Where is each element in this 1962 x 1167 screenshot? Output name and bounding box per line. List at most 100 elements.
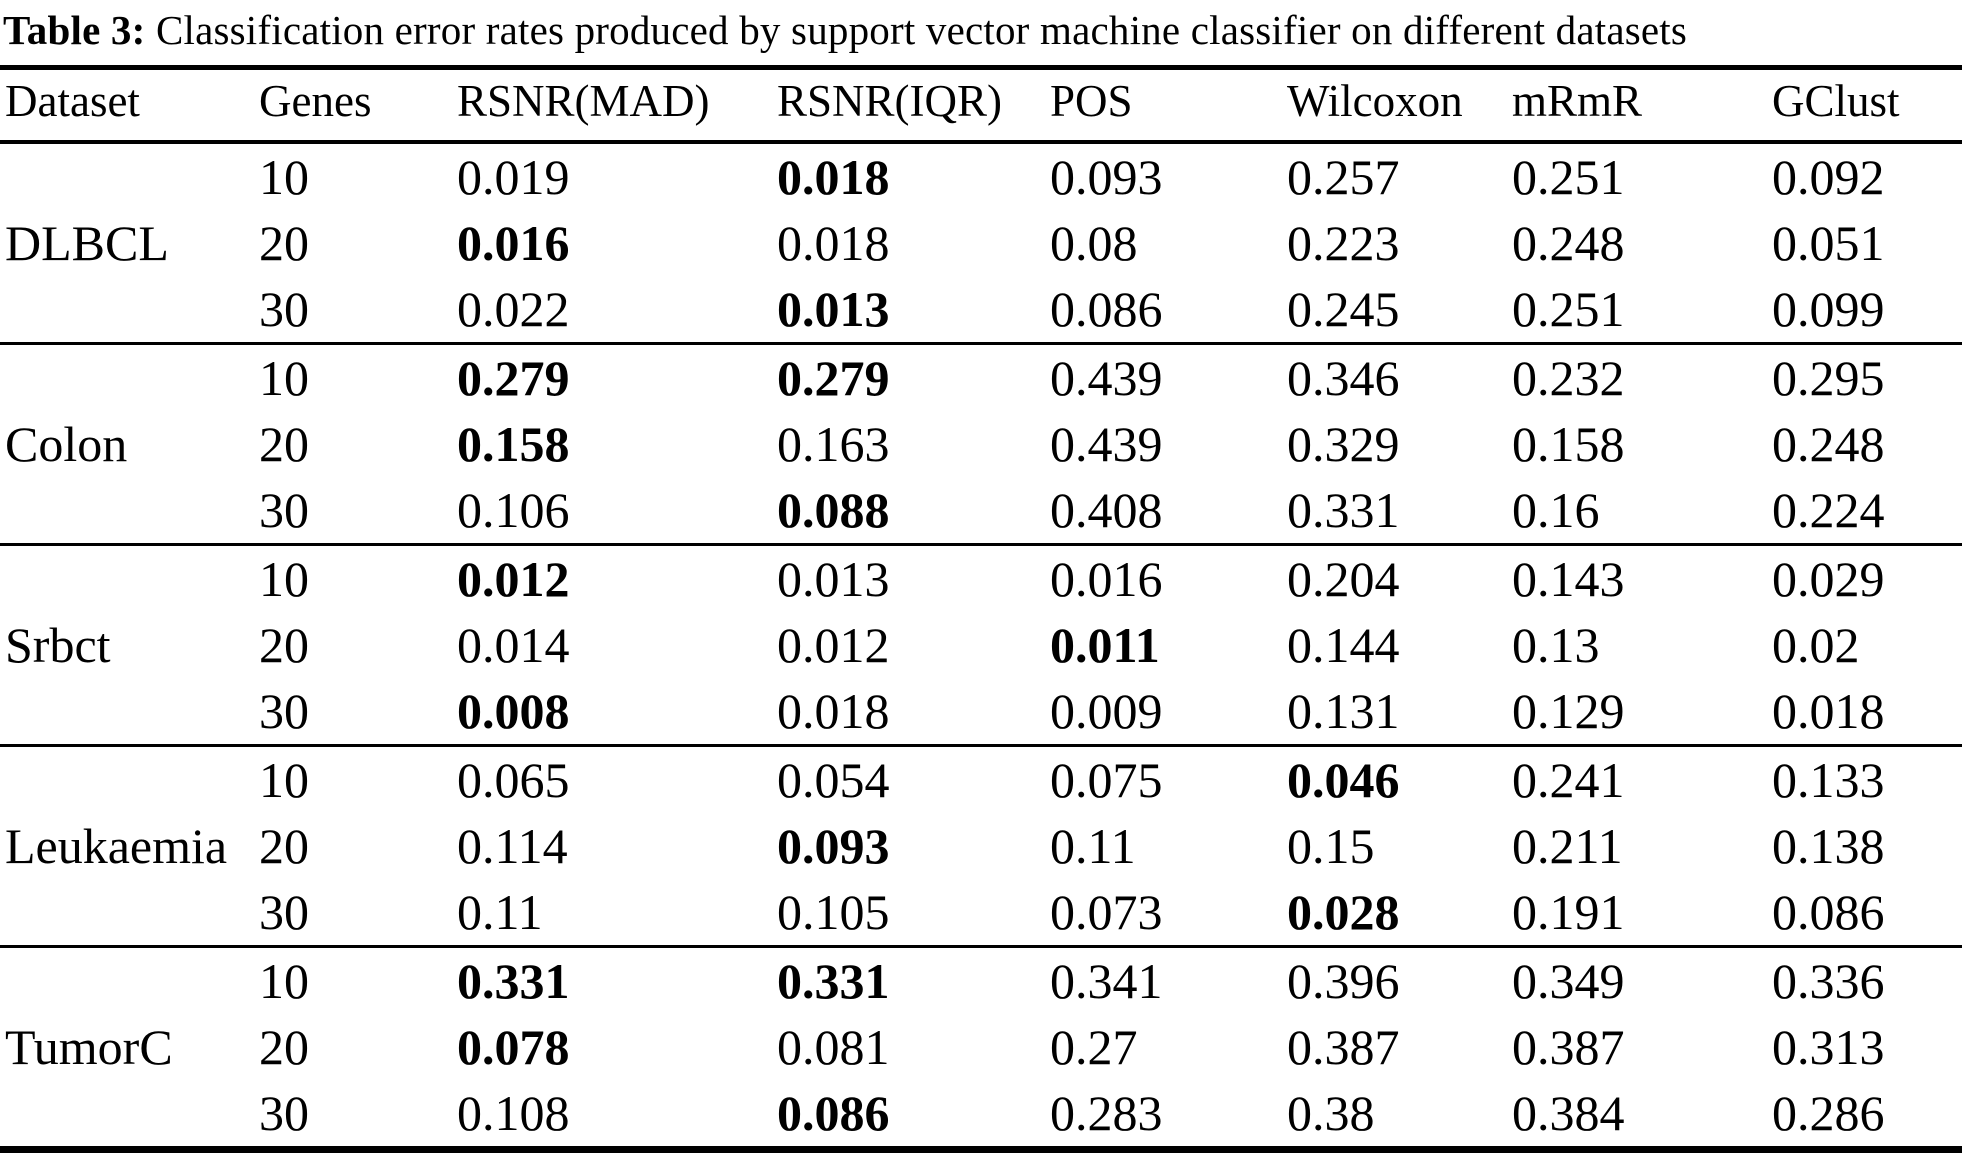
genes-cell: 30	[259, 682, 309, 739]
value-cell-rsnr-mad: 0.106	[457, 481, 570, 538]
value-cell-mrmr: 0.241	[1512, 751, 1625, 808]
column-header-dataset: Dataset	[5, 75, 140, 126]
value-cell-mrmr: 0.211	[1512, 817, 1623, 874]
table-row-leukaemia-30: 30 0.11 0.105 0.073 0.028 0.191 0.086	[0, 879, 1962, 947]
value-cell-wilcoxon: 0.15	[1287, 817, 1375, 874]
value-cell-rsnr-iqr: 0.018	[777, 148, 890, 205]
value-cell-wilcoxon: 0.223	[1287, 214, 1400, 271]
value-cell-rsnr-iqr: 0.163	[777, 415, 890, 472]
value-cell-rsnr-mad: 0.014	[457, 616, 570, 673]
value-cell-rsnr-mad: 0.331	[457, 952, 570, 1009]
value-cell-gclust: 0.02	[1772, 616, 1860, 673]
value-cell-pos: 0.093	[1050, 148, 1163, 205]
value-cell-wilcoxon: 0.331	[1287, 481, 1400, 538]
value-cell-rsnr-mad: 0.008	[457, 682, 570, 739]
value-cell-gclust: 0.092	[1772, 148, 1885, 205]
value-cell-rsnr-iqr: 0.093	[777, 817, 890, 874]
value-cell-rsnr-iqr: 0.013	[777, 550, 890, 607]
value-cell-wilcoxon: 0.257	[1287, 148, 1400, 205]
value-cell-mrmr: 0.232	[1512, 349, 1625, 406]
table-row-dlbcl-10: 10 0.019 0.018 0.093 0.257 0.251 0.092	[0, 142, 1962, 210]
dataset-label-tumorc: TumorC	[5, 1018, 173, 1075]
dataset-label-spacer	[0, 946, 257, 1014]
dataset-label-spacer	[0, 276, 257, 344]
table-caption-label: Table 3:	[3, 7, 146, 53]
value-cell-rsnr-iqr: 0.279	[777, 349, 890, 406]
table-caption: Table 3: Classification error rates prod…	[0, 0, 1962, 65]
value-cell-mrmr: 0.248	[1512, 214, 1625, 271]
dataset-group-tumorc: 10 0.331 0.331 0.341 0.396 0.349 0.336 TumorC 20…	[0, 946, 1962, 1149]
column-header-pos: POS	[1050, 75, 1133, 126]
value-cell-gclust: 0.224	[1772, 481, 1885, 538]
column-header-rsnr-iqr: RSNR(IQR)	[777, 75, 1003, 126]
value-cell-rsnr-mad: 0.078	[457, 1018, 570, 1075]
value-cell-mrmr: 0.13	[1512, 616, 1600, 673]
value-cell-gclust: 0.099	[1772, 280, 1885, 337]
value-cell-pos: 0.283	[1050, 1084, 1163, 1141]
value-cell-pos: 0.016	[1050, 550, 1163, 607]
table-row-tumorc-20: TumorC 20 0.078 0.081 0.27 0.387 0.387 0.313	[0, 1014, 1962, 1080]
value-cell-mrmr: 0.387	[1512, 1018, 1625, 1075]
value-cell-rsnr-iqr: 0.054	[777, 751, 890, 808]
table-row-colon-20: Colon 20 0.158 0.163 0.439 0.329 0.158 0.248	[0, 411, 1962, 477]
value-cell-rsnr-mad: 0.019	[457, 148, 570, 205]
value-cell-rsnr-mad: 0.108	[457, 1084, 570, 1141]
table-header-row: Dataset Genes RSNR(MAD) RSNR(IQR) POS Wilcoxo…	[0, 68, 1962, 142]
column-header-mrmr: mRmR	[1512, 75, 1643, 126]
genes-cell: 20	[259, 214, 309, 271]
value-cell-rsnr-iqr: 0.012	[777, 616, 890, 673]
genes-cell: 10	[259, 148, 309, 205]
value-cell-wilcoxon: 0.396	[1287, 952, 1400, 1009]
table-row-colon-10: 10 0.279 0.279 0.439 0.346 0.232 0.295	[0, 343, 1962, 411]
value-cell-wilcoxon: 0.346	[1287, 349, 1400, 406]
value-cell-gclust: 0.336	[1772, 952, 1885, 1009]
genes-cell: 10	[259, 751, 309, 808]
value-cell-mrmr: 0.251	[1512, 280, 1625, 337]
dataset-label-spacer	[0, 343, 257, 411]
value-cell-pos: 0.011	[1050, 616, 1160, 673]
column-header-wilcoxon: Wilcoxon	[1287, 75, 1463, 126]
table-row-srbct-10: 10 0.012 0.013 0.016 0.204 0.143 0.029	[0, 544, 1962, 612]
value-cell-rsnr-iqr: 0.105	[777, 883, 890, 940]
table-row-srbct-20: Srbct 20 0.014 0.012 0.011 0.144 0.13 0.02	[0, 612, 1962, 678]
value-cell-rsnr-mad: 0.158	[457, 415, 570, 472]
value-cell-mrmr: 0.129	[1512, 682, 1625, 739]
value-cell-mrmr: 0.143	[1512, 550, 1625, 607]
value-cell-mrmr: 0.384	[1512, 1084, 1625, 1141]
table-row-leukaemia-10: 10 0.065 0.054 0.075 0.046 0.241 0.133	[0, 745, 1962, 813]
value-cell-rsnr-iqr: 0.018	[777, 682, 890, 739]
column-header-genes: Genes	[259, 75, 372, 126]
dataset-label-dlbcl: DLBCL	[5, 214, 169, 271]
value-cell-mrmr: 0.191	[1512, 883, 1625, 940]
genes-cell: 30	[259, 1084, 309, 1141]
dataset-label-spacer	[0, 745, 257, 813]
value-cell-wilcoxon: 0.028	[1287, 883, 1400, 940]
genes-cell: 30	[259, 481, 309, 538]
value-cell-gclust: 0.286	[1772, 1084, 1885, 1141]
value-cell-gclust: 0.086	[1772, 883, 1885, 940]
dataset-label-spacer	[0, 477, 257, 545]
dataset-label-srbct: Srbct	[5, 616, 111, 673]
value-cell-rsnr-iqr: 0.088	[777, 481, 890, 538]
value-cell-gclust: 0.248	[1772, 415, 1885, 472]
value-cell-mrmr: 0.349	[1512, 952, 1625, 1009]
dataset-label-spacer	[0, 142, 257, 210]
value-cell-mrmr: 0.251	[1512, 148, 1625, 205]
value-cell-rsnr-iqr: 0.018	[777, 214, 890, 271]
table-row-tumorc-30: 30 0.108 0.086 0.283 0.38 0.384 0.286	[0, 1080, 1962, 1150]
value-cell-rsnr-iqr: 0.013	[777, 280, 890, 337]
table-header: Dataset Genes RSNR(MAD) RSNR(IQR) POS Wilcoxo…	[0, 68, 1962, 142]
table-row-tumorc-10: 10 0.331 0.331 0.341 0.396 0.349 0.336	[0, 946, 1962, 1014]
value-cell-rsnr-mad: 0.012	[457, 550, 570, 607]
value-cell-gclust: 0.313	[1772, 1018, 1885, 1075]
column-header-rsnr-mad: RSNR(MAD)	[457, 75, 710, 126]
classification-error-table: Dataset Genes RSNR(MAD) RSNR(IQR) POS Wilcoxo…	[0, 65, 1962, 1153]
genes-cell: 20	[259, 415, 309, 472]
value-cell-pos: 0.408	[1050, 481, 1163, 538]
value-cell-pos: 0.073	[1050, 883, 1163, 940]
value-cell-gclust: 0.138	[1772, 817, 1885, 874]
value-cell-mrmr: 0.158	[1512, 415, 1625, 472]
genes-cell: 20	[259, 817, 309, 874]
value-cell-wilcoxon: 0.144	[1287, 616, 1400, 673]
